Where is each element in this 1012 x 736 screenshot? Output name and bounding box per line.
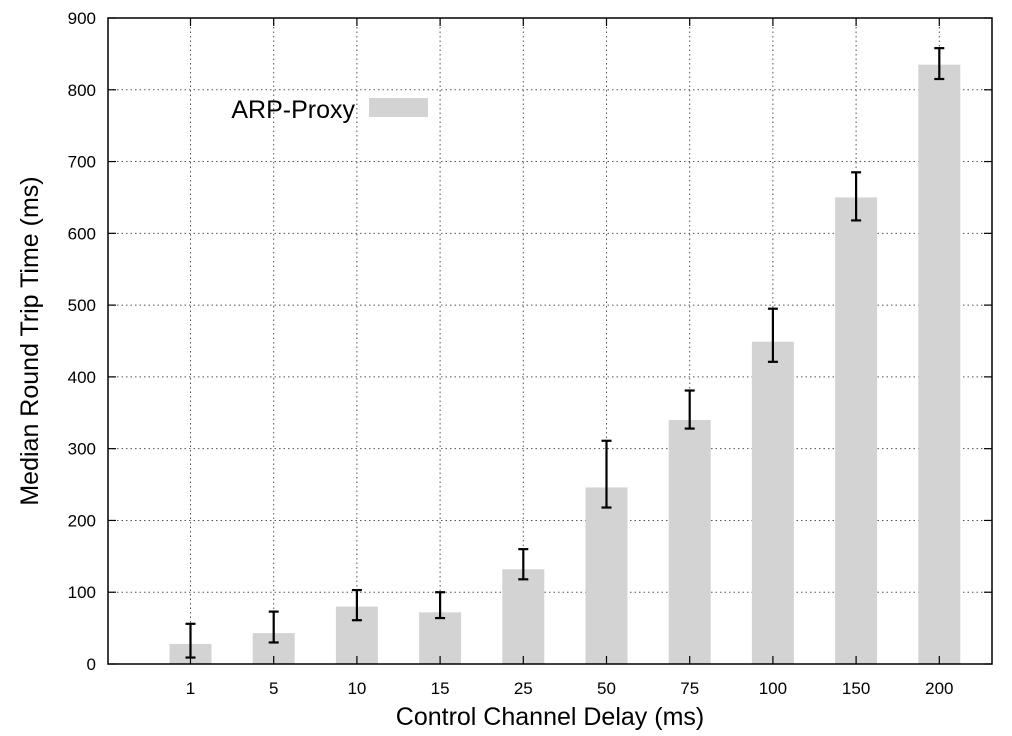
y-tick-label: 500 xyxy=(68,296,96,315)
x-axis-title: Control Channel Delay (ms) xyxy=(396,703,704,731)
x-tick-label: 150 xyxy=(842,679,870,698)
error-bars xyxy=(185,47,945,659)
x-tick-label: 10 xyxy=(347,679,366,698)
bar xyxy=(502,569,545,664)
grid xyxy=(108,18,992,664)
legend: ARP-Proxy xyxy=(231,96,428,124)
y-tick-label: 800 xyxy=(68,81,96,100)
y-tick-label: 100 xyxy=(68,583,96,602)
x-tick-label: 15 xyxy=(431,679,450,698)
legend-swatch xyxy=(369,98,428,117)
x-tick-label: 200 xyxy=(925,679,953,698)
bar xyxy=(585,487,628,664)
bar xyxy=(751,341,794,664)
bar xyxy=(668,419,711,664)
y-tick-label: 300 xyxy=(68,440,96,459)
y-tick-label: 600 xyxy=(68,224,96,243)
bar xyxy=(918,64,961,664)
y-tick-label: 400 xyxy=(68,368,96,387)
x-tick-label: 75 xyxy=(680,679,699,698)
bar xyxy=(419,612,462,664)
y-tick-label: 900 xyxy=(68,9,96,28)
plot-frame xyxy=(107,17,993,665)
y-tick-label: 0 xyxy=(87,655,96,674)
x-tick-label: 25 xyxy=(514,679,533,698)
y-tick-label: 200 xyxy=(68,511,96,530)
legend-label: ARP-Proxy xyxy=(231,96,355,124)
y-axis-title: Median Round Trip Time (ms) xyxy=(16,176,44,505)
bars xyxy=(169,64,961,664)
bar xyxy=(835,197,878,664)
y-tick-label: 700 xyxy=(68,153,96,172)
x-tick-label: 5 xyxy=(269,679,278,698)
x-tick-label: 50 xyxy=(597,679,616,698)
x-tick-label: 100 xyxy=(759,679,787,698)
x-tick-label: 1 xyxy=(186,679,195,698)
